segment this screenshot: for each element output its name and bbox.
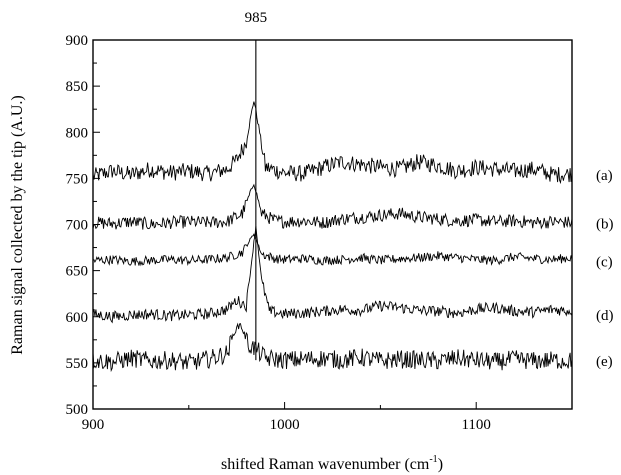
x-axis-label: shifted Raman wavenumber (cm-1) — [221, 454, 443, 473]
spectrum-line-3 — [92, 233, 573, 267]
y-tick-label: 850 — [66, 79, 89, 95]
x-tick-label: 900 — [82, 417, 105, 433]
peak-marker-label: 985 — [245, 10, 268, 26]
y-tick-label: 900 — [66, 33, 89, 49]
series-label: (a) — [596, 168, 613, 184]
y-tick-label: 800 — [66, 125, 89, 141]
annotations: 985 — [245, 10, 268, 361]
series-label: (d) — [596, 308, 614, 324]
series-label: (e) — [596, 354, 613, 370]
spectrum-line-2 — [92, 183, 573, 230]
y-tick-label: 550 — [66, 356, 89, 372]
series-group — [92, 101, 573, 373]
spectrum-line-4 — [92, 226, 573, 324]
series-labels: (a) (b) (c) (d) (e) — [596, 168, 614, 370]
x-tick-label: 1100 — [461, 417, 490, 433]
y-tick-label: 500 — [66, 402, 89, 418]
spectrum-line-1 — [92, 101, 573, 185]
series-label: (c) — [596, 254, 613, 270]
spectrum-line-5 — [92, 322, 573, 373]
y-tick-label: 650 — [66, 264, 89, 280]
y-tick-label: 600 — [66, 310, 89, 326]
y-axis-label: Raman signal collected by the tip (A.U.) — [9, 95, 26, 354]
x-tick-label: 1000 — [270, 417, 300, 433]
series-label: (b) — [596, 217, 614, 233]
y-tick-label: 750 — [66, 171, 89, 187]
axis-ticks: 500 550 600 650 700 750 800 850 900 900 1000 1100 — [66, 33, 491, 433]
y-tick-label: 700 — [66, 218, 89, 234]
